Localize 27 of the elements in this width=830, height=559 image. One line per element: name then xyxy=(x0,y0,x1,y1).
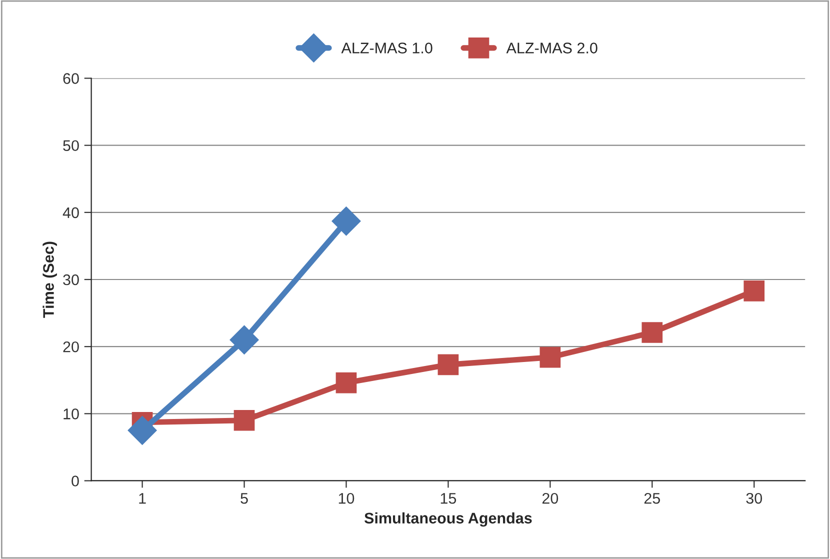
x-tick-label: 30 xyxy=(746,492,762,504)
y-tick-label: 60 xyxy=(63,73,79,84)
y-tick-label: 30 xyxy=(63,274,79,286)
y-tick-label: 20 xyxy=(63,341,79,352)
point xyxy=(336,372,357,394)
y-tick-label: 50 xyxy=(63,140,79,152)
legend-label: ALZ-MAS 2.0 xyxy=(506,42,598,54)
x-tick-label: 15 xyxy=(440,493,456,504)
x-tick-label: 1 xyxy=(139,493,146,504)
point xyxy=(234,410,255,431)
y-tick-label: 10 xyxy=(64,408,79,420)
point xyxy=(230,325,259,354)
y-tick-label: 0 xyxy=(72,476,79,486)
x-axis-title: Simultaneous Agendas xyxy=(364,512,532,527)
x-tick-label: 5 xyxy=(240,493,248,504)
legend-label: ALZ-MAS 1.0 xyxy=(341,42,432,54)
y-axis-title: Time (Sec) xyxy=(42,242,57,318)
point xyxy=(642,322,663,343)
point xyxy=(438,354,459,376)
point xyxy=(744,280,765,302)
y-tick-label: 40 xyxy=(62,207,79,218)
point xyxy=(540,346,561,368)
x-tick-label: 20 xyxy=(542,492,558,504)
point xyxy=(332,206,361,236)
x-tick-label: 10 xyxy=(338,492,354,504)
x-tick-label: 25 xyxy=(644,492,660,504)
point xyxy=(128,416,157,445)
